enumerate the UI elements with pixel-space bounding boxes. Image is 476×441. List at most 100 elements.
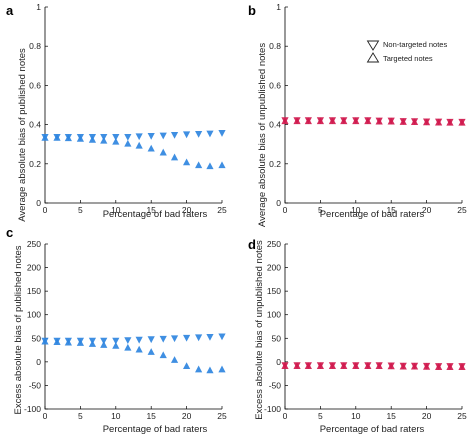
panel-a-triangle-up-point (206, 162, 214, 170)
panel-a-ytick-label: 0.2 (29, 159, 41, 169)
panel-d-xtick-label: 0 (283, 411, 288, 421)
panel-letter-d: d (248, 237, 256, 252)
panel-a-triangle-up-point (112, 137, 120, 145)
panel-b-triangle-up-point (387, 117, 395, 125)
panel-d-ytick-label: 250 (267, 239, 281, 249)
panel-c-triangle-up-point (100, 341, 108, 348)
panel-a-xtick-label: 25 (217, 205, 227, 215)
panel-c-triangle-up-point (135, 345, 143, 353)
panel-a-ytick-label: 0.8 (29, 41, 41, 51)
panel-c-xtick-label: 5 (78, 411, 83, 421)
panel-c-triangle-up-point (159, 351, 167, 359)
panel-b-xtick-label: 0 (283, 205, 288, 215)
panel-letter-a: a (6, 3, 14, 18)
panel-b-xtick-label: 10 (351, 205, 361, 215)
panel-a-triangle-up-point (159, 148, 167, 156)
panel-a: a Average absolute bias of published not… (6, 2, 227, 222)
panel-d-axes (284, 244, 462, 410)
legend-label-targeted: Targeted notes (383, 54, 433, 63)
panel-letter-b: b (248, 3, 256, 18)
panel-d-ytick-label: 200 (267, 263, 281, 273)
panel-a-triangle-up-point (76, 134, 84, 142)
panel-d-triangle-up-point (352, 362, 360, 370)
panel-a-xtick-label: 5 (78, 205, 83, 215)
panel-c-axes (44, 244, 222, 410)
panel-c-ytick-label: -100 (24, 404, 41, 414)
panel-b-triangle-up-point (281, 117, 289, 125)
panel-a-triangle-up-point (135, 141, 143, 149)
panel-d-triangle-up-point (375, 362, 383, 370)
panel-b-ytick-label: 0.6 (269, 80, 281, 90)
panel-a-triangle-down-point (206, 130, 214, 138)
panel-b-ylabel: Average absolute bias of unpublished not… (257, 43, 268, 227)
panel-d-triangle-up-point (293, 362, 301, 370)
panel-d-triangle-up-point (364, 362, 372, 370)
panel-a-xtick-label: 0 (43, 205, 48, 215)
panel-c-triangle-up-point (147, 348, 155, 355)
panel-a-triangle-up-point (195, 161, 203, 169)
panel-b-xtick-label: 15 (386, 205, 396, 215)
panel-d-triangle-up-point (458, 363, 466, 370)
panel-c-triangle-up-point (64, 338, 72, 346)
panel-c-triangle-down-point (147, 336, 155, 344)
panel-c-ytick-label: 100 (27, 310, 41, 320)
panel-b-triangle-up-point (364, 117, 372, 125)
panel-b-xlabel: Percentage of bad raters (320, 209, 425, 220)
panel-a-xlabel: Percentage of bad raters (103, 209, 208, 220)
panel-d-ylabel: Excess absolute bias of unpublished note… (254, 240, 265, 420)
panel-b-plot: 0 5 10 15 20 25 0 0.2 0.4 0.6 0.8 1 (269, 2, 467, 215)
panel-c-triangle-up-point (183, 362, 191, 370)
panel-a-triangle-up-point (53, 133, 61, 141)
panel-a-triangle-down-point (159, 132, 167, 140)
panel-d-xtick-label: 25 (457, 411, 467, 421)
panel-a-triangle-up-point (124, 139, 132, 147)
panel-d-triangle-up-point (423, 362, 431, 370)
panel-letter-c: c (6, 225, 13, 240)
panel-c-triangle-down-point (124, 337, 132, 345)
panel-d-triangle-up-point (399, 362, 407, 370)
legend: Non-targeted notes Targeted notes (366, 40, 447, 63)
panel-a-ytick-label: 0.4 (29, 120, 41, 130)
panel-c-ytick-label: 150 (27, 286, 41, 296)
panel-b: b Average absolute bias of unpublished n… (248, 2, 467, 227)
panel-c-ytick-label: 200 (27, 263, 41, 273)
panel-d-xtick-label: 10 (351, 411, 361, 421)
panel-c-triangle-up-point (195, 365, 203, 373)
panel-d-triangle-up-point (316, 362, 324, 370)
legend-label-non-targeted: Non-targeted notes (383, 40, 447, 49)
panel-b-xtick-label: 20 (422, 205, 432, 215)
panel-d-xtick-label: 15 (386, 411, 396, 421)
panel-c-triangle-up-point (76, 339, 84, 346)
panel-a-triangle-up-point (218, 161, 226, 169)
panel-c-triangle-up-point (206, 366, 214, 374)
panel-c-triangle-down-point (170, 335, 179, 343)
panel-b-ytick-label: 0 (276, 198, 281, 208)
panel-d-xtick-label: 5 (318, 411, 323, 421)
panel-c-ytick-label: -50 (29, 380, 42, 390)
panel-b-ytick-label: 0.4 (269, 120, 281, 130)
panel-c-triangle-down-point (159, 335, 167, 343)
legend-marker-targeted (366, 52, 380, 63)
panel-d-triangle-up-point (446, 363, 454, 370)
panel-c-triangle-up-point (53, 338, 61, 345)
panel-b-triangle-up-point (304, 117, 312, 125)
panel-b-ytick-label: 0.8 (269, 41, 281, 51)
panel-c-ytick-label: 0 (36, 357, 41, 367)
panel-a-triangle-down-point (135, 133, 143, 141)
panel-c-triangle-down-point (195, 334, 203, 342)
panel-c-xtick-label: 25 (217, 411, 227, 421)
panel-a-plot: 0 5 10 15 20 25 0 0.2 0.4 0.6 0.8 1 (29, 2, 227, 215)
panel-b-ytick-label: 1 (276, 2, 281, 12)
panel-b-triangle-up-point (410, 118, 419, 126)
panel-a-triangle-up-point (41, 133, 49, 141)
panel-c-triangle-up-point (88, 340, 97, 347)
panel-c-triangle-up-point (124, 343, 132, 351)
panel-a-triangle-down-point (147, 132, 155, 140)
panel-d-xtick-label: 20 (422, 411, 432, 421)
panel-b-triangle-up-point (435, 118, 443, 126)
panel-c-triangle-up-point (218, 365, 226, 373)
panel-c-triangle-up-point (112, 341, 120, 349)
panel-d-ytick-label: -50 (269, 380, 282, 390)
panel-c-triangle-up-point (41, 337, 49, 345)
panel-d-triangle-up-point (304, 362, 312, 370)
